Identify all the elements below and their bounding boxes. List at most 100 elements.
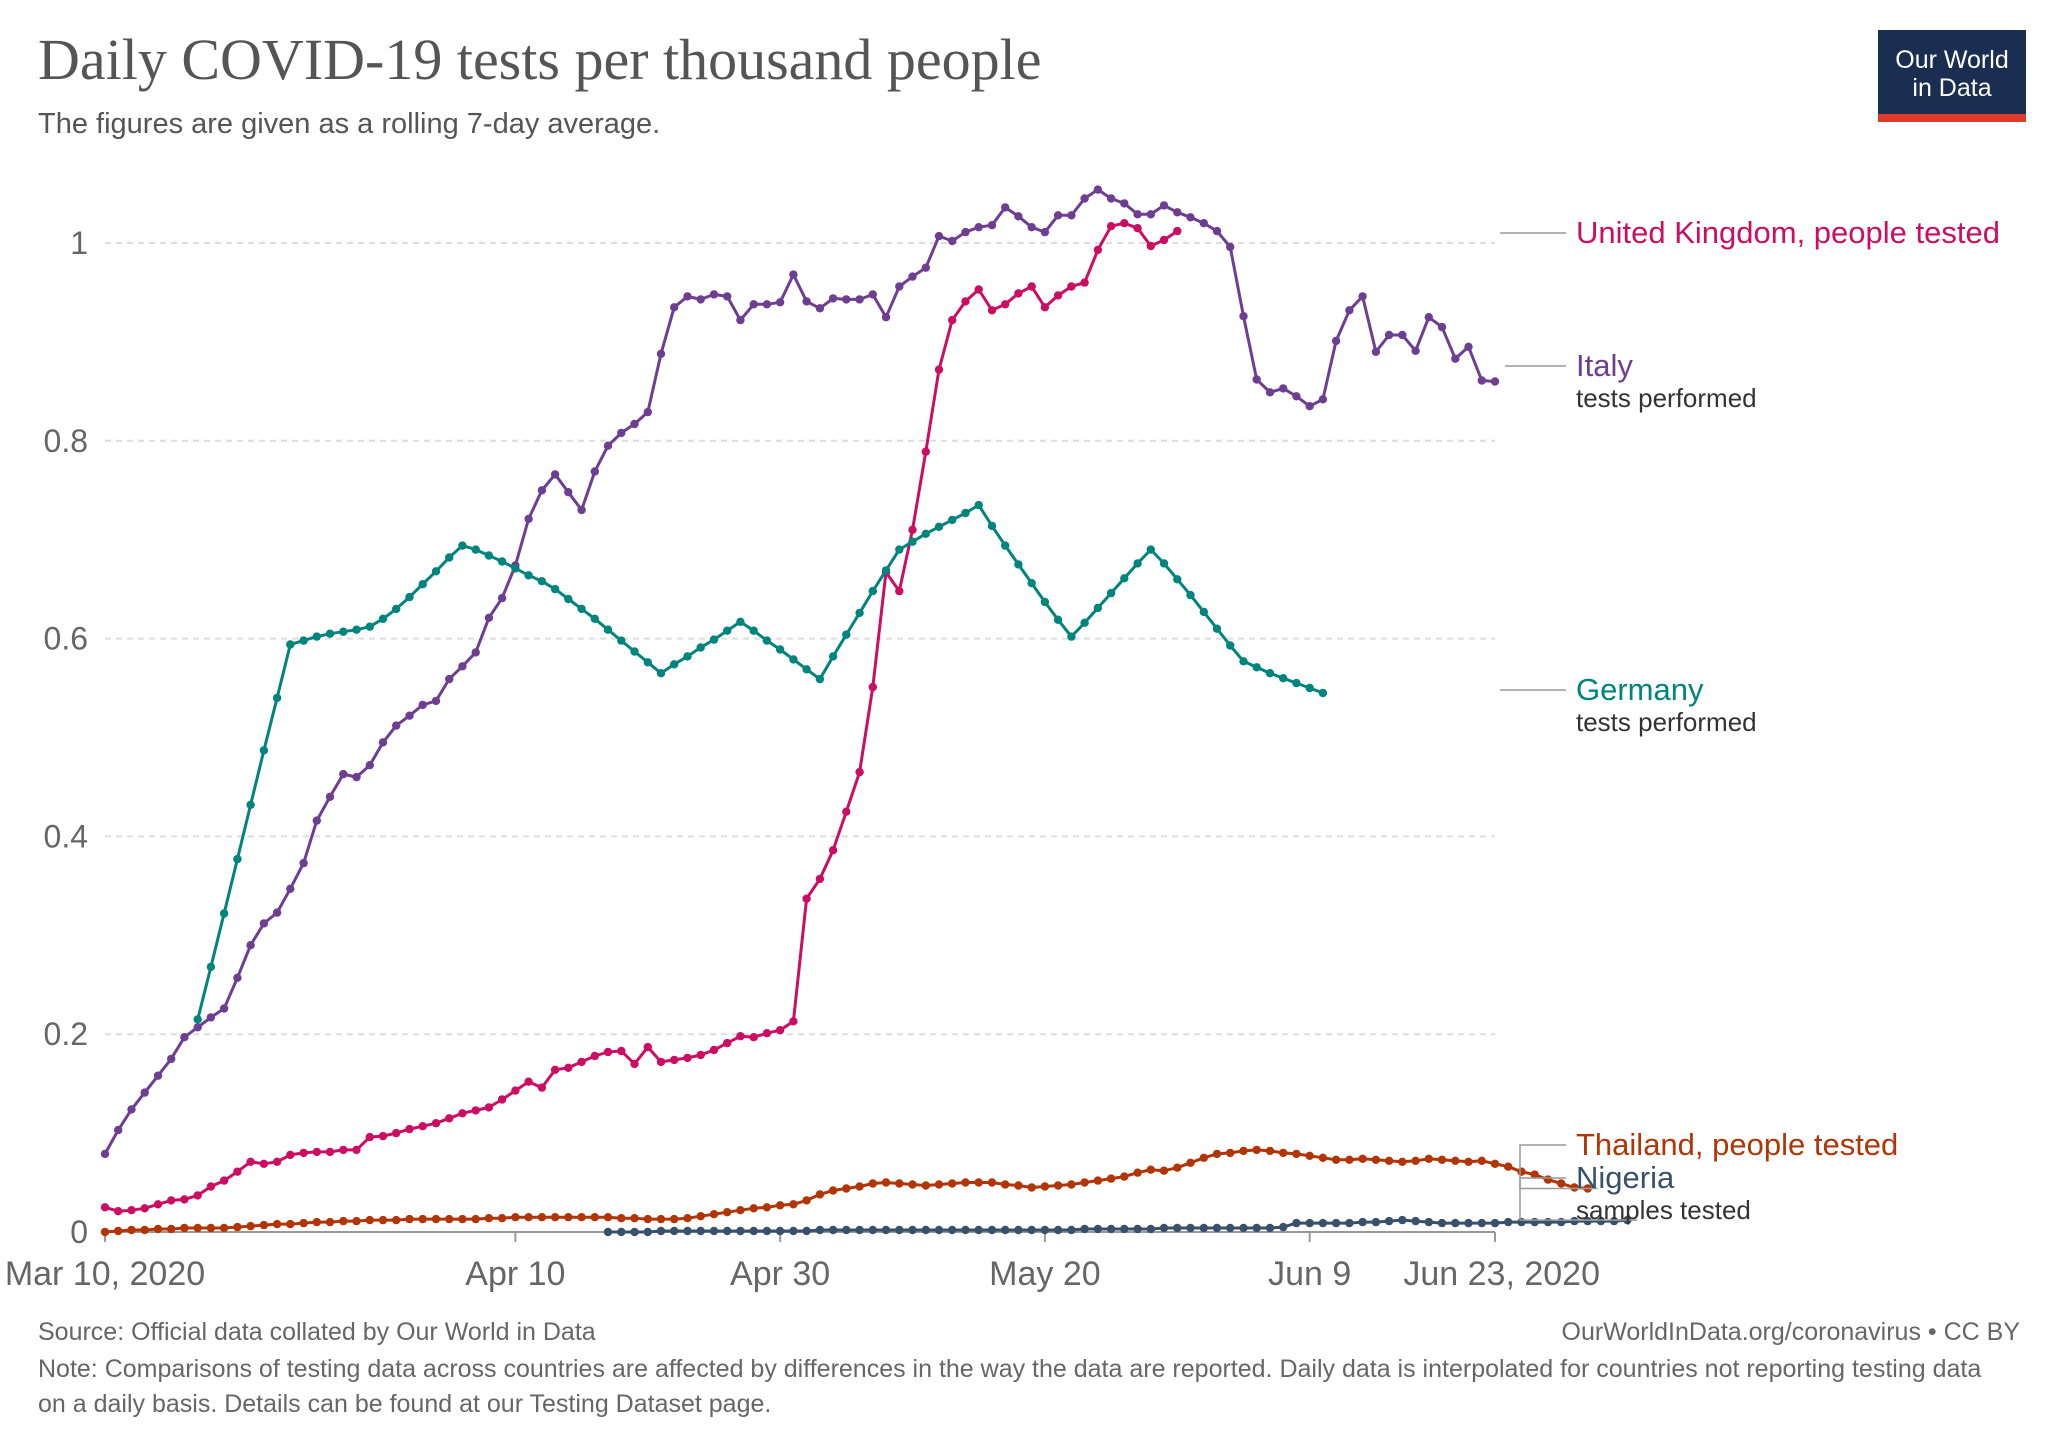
data-point [1014,1181,1023,1190]
data-point [1384,330,1394,340]
data-point [405,1214,414,1224]
data-point [617,636,626,645]
data-point [749,1033,758,1042]
data-point [1517,1217,1526,1227]
data-point [908,525,917,534]
data-point [272,693,282,703]
data-point [749,300,758,309]
series-nigeria[interactable] [603,1215,1632,1237]
x-tick-label: Apr 30 [730,1255,830,1293]
label-united-kingdom[interactable]: United Kingdom, people tested [1500,215,2000,250]
data-point [1173,208,1182,217]
data-point [908,272,917,281]
series-germany[interactable] [193,500,1328,1024]
data-point [153,1224,163,1234]
footer-url[interactable]: OurWorldInData.org/coronavirus • CC BY [1561,1318,2020,1346]
data-point [299,858,308,868]
data-point [1146,210,1156,219]
data-point [1053,615,1063,624]
data-point [1001,541,1010,550]
data-point [828,294,838,303]
data-point [1053,1225,1063,1235]
data-point [1093,1176,1103,1185]
data-point [511,564,520,573]
y-tick-label: 0.2 [44,1016,88,1052]
data-point [1199,219,1209,228]
data-point [1093,1224,1103,1234]
data-point [643,1042,652,1052]
data-point [1252,375,1261,384]
data-point [736,1032,745,1041]
data-point [537,1213,547,1222]
gridlines [105,242,1495,1036]
data-point [762,1029,772,1038]
label-thailand[interactable]: Thailand, people tested [1519,1127,1898,1190]
data-point [1226,1148,1235,1158]
data-point [1490,377,1500,386]
x-tick-label: Mar 10, 2020 [5,1255,205,1293]
data-point [974,285,983,294]
series-united-kingdom[interactable] [100,219,1182,1216]
data-point [815,1190,825,1199]
label-connector [1519,1177,1638,1221]
data-point [312,1217,321,1227]
data-point [193,1191,202,1200]
data-point [908,1225,917,1235]
data-point [1040,1225,1050,1235]
data-point [299,636,308,645]
data-point [749,1204,758,1213]
data-point [723,1208,732,1217]
data-point [180,1033,189,1042]
data-point [855,295,864,304]
data-point [709,1210,719,1219]
data-point [339,769,348,779]
data-point [1133,559,1142,568]
data-point [802,665,811,674]
data-point [286,640,295,649]
data-point [127,1206,136,1215]
series-line [104,221,1179,1213]
data-point [895,545,904,554]
data-point [325,629,335,638]
data-point [445,1214,454,1224]
data-point [1080,278,1089,287]
data-point [987,1178,997,1187]
series-thailand[interactable] [100,1145,1592,1237]
y-tick-label: 0.8 [44,423,88,459]
data-point [1239,1223,1248,1233]
data-point [246,941,255,950]
data-point [749,1226,758,1236]
data-point [1464,342,1473,351]
data-point [709,290,719,299]
data-point [749,626,758,635]
data-point [1106,194,1116,203]
data-point [272,1157,282,1167]
data-point [1146,545,1156,554]
data-point [1120,199,1129,208]
data-point [630,1059,639,1069]
data-point [815,874,825,884]
data-point [961,1225,970,1235]
data-point [1398,1157,1407,1167]
data-point [1199,1153,1209,1163]
data-point [312,816,321,825]
data-point [233,973,242,982]
data-point [206,1182,216,1191]
data-point [100,1227,110,1237]
data-point [1411,346,1420,355]
data-point [987,1225,997,1235]
data-point [325,792,335,801]
data-point [842,807,851,816]
data-point [431,1119,441,1128]
data-point [868,1179,877,1188]
data-point [352,625,361,634]
series-italy[interactable] [100,185,1500,1159]
data-point [577,1213,586,1222]
data-point [736,315,745,325]
data-point [1014,289,1023,298]
data-point [140,1225,149,1235]
owid-logo[interactable]: Our World in Data [1878,30,2026,122]
